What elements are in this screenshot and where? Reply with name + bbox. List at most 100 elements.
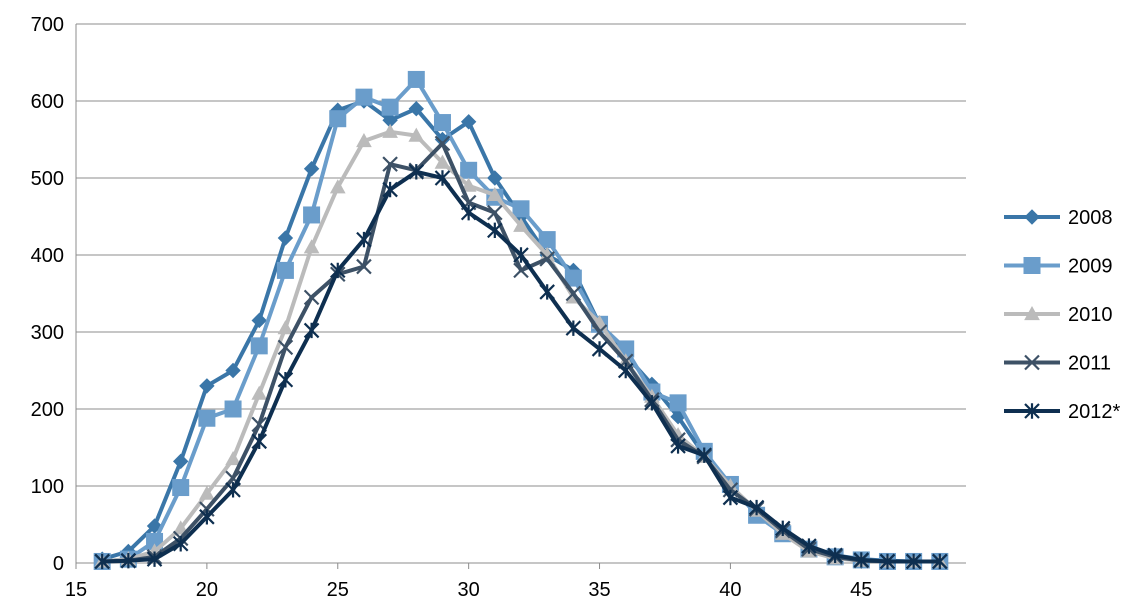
gridlines — [76, 23, 966, 487]
data-point — [486, 186, 503, 202]
data-point — [199, 509, 215, 525]
axes — [75, 24, 966, 569]
x-tick-label: 45 — [850, 579, 872, 601]
x-tick-label: 35 — [588, 579, 610, 601]
data-point — [853, 552, 870, 568]
data-point — [565, 285, 582, 302]
data-point — [251, 385, 268, 400]
legend-marker — [1023, 257, 1041, 274]
legend-label: 2012* — [1068, 401, 1120, 423]
data-point — [303, 206, 321, 224]
data-point — [434, 154, 451, 169]
data-point — [329, 110, 347, 128]
data-point — [460, 204, 477, 221]
series-2008 — [94, 93, 948, 570]
data-point — [276, 261, 294, 279]
data-point — [120, 552, 137, 569]
data-point — [774, 520, 791, 537]
data-point — [670, 438, 686, 454]
y-tick-label: 100 — [31, 476, 64, 498]
data-point — [277, 339, 294, 356]
data-point — [356, 231, 372, 248]
data-point — [329, 262, 346, 279]
data-point — [172, 479, 190, 497]
data-point — [303, 239, 320, 254]
y-tick-label: 200 — [31, 399, 64, 421]
data-point — [408, 100, 425, 117]
data-point — [224, 400, 242, 418]
y-tick-label: 400 — [31, 245, 64, 267]
x-tick-label: 40 — [719, 579, 741, 601]
data-point — [669, 394, 687, 412]
data-point — [512, 200, 530, 218]
data-point — [303, 322, 320, 339]
legend-label: 2009 — [1068, 256, 1113, 278]
data-point — [356, 133, 372, 148]
data-point — [251, 433, 268, 450]
data-point — [460, 177, 477, 192]
data-point — [539, 284, 555, 300]
series-line — [102, 77, 940, 564]
data-point — [905, 553, 922, 570]
data-point — [564, 269, 582, 287]
data-point — [513, 262, 529, 279]
data-point — [617, 362, 634, 379]
data-point — [801, 538, 817, 554]
data-point — [355, 88, 373, 106]
x-tick-label: 30 — [458, 579, 480, 601]
data-point — [696, 447, 713, 463]
data-point — [356, 258, 372, 275]
data-point — [172, 520, 189, 535]
data-point — [94, 553, 110, 570]
data-point — [460, 161, 478, 179]
x-tick-label: 15 — [65, 579, 87, 601]
data-point — [827, 547, 843, 564]
legend-label: 2010 — [1068, 304, 1113, 326]
data-point — [329, 179, 346, 194]
legend-marker — [1024, 305, 1040, 321]
y-tick-label: 500 — [31, 168, 64, 190]
data-point — [565, 320, 582, 336]
data-point — [382, 123, 398, 138]
series-2012 — [94, 164, 948, 570]
legend-item: 2011 — [1004, 353, 1111, 375]
data-point — [381, 98, 399, 116]
data-point — [382, 156, 398, 172]
data-point — [434, 135, 451, 152]
legend-item: 2012* — [1004, 401, 1120, 423]
data-point — [198, 409, 216, 427]
x-tick-label: 25 — [327, 579, 349, 601]
series-2009 — [93, 70, 949, 570]
data-point — [879, 553, 896, 570]
legend-marker — [1024, 354, 1040, 371]
data-point — [539, 251, 555, 267]
y-tick-label: 700 — [31, 14, 64, 36]
data-point — [225, 482, 241, 498]
data-point — [748, 499, 765, 516]
data-point — [513, 217, 529, 232]
data-point — [277, 371, 294, 388]
legend-label: 2011 — [1068, 353, 1111, 375]
data-point — [460, 114, 477, 130]
data-point — [172, 453, 189, 470]
data-point — [303, 161, 320, 177]
data-point — [408, 127, 425, 142]
data-point — [591, 324, 608, 340]
plot-area — [93, 70, 949, 570]
legend-item: 2009 — [1004, 256, 1113, 278]
data-point — [513, 247, 529, 263]
data-point — [199, 485, 215, 500]
y-tick-label: 600 — [31, 91, 64, 113]
data-point — [199, 378, 215, 394]
data-point — [146, 551, 163, 567]
data-point — [303, 289, 320, 306]
data-point — [277, 230, 294, 246]
legend-marker — [1024, 403, 1040, 419]
data-point — [644, 395, 660, 411]
data-point — [722, 489, 739, 506]
data-point — [591, 341, 608, 357]
data-point — [538, 231, 556, 249]
data-point — [434, 170, 451, 186]
data-point — [487, 222, 503, 239]
data-point — [487, 204, 503, 221]
